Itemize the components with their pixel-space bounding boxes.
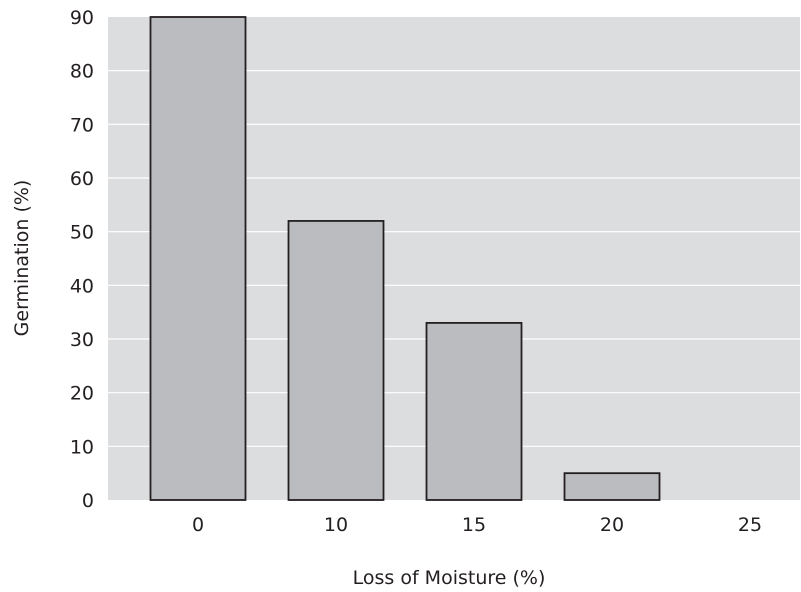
x-tick-label-10: 10	[324, 514, 348, 536]
y-tick-label-60: 60	[70, 168, 94, 190]
y-tick-label-0: 0	[82, 490, 94, 512]
bars	[149, 16, 661, 501]
x-axis-title: Loss of Moisture (%)	[353, 567, 546, 588]
y-axis-ticks: 0 10 20 30 40 50 60 70 80 90	[70, 7, 94, 512]
y-tick-label-30: 30	[70, 329, 94, 351]
y-tick-label-40: 40	[70, 275, 94, 297]
y-tick-label-20: 20	[70, 383, 94, 405]
bar-10	[287, 220, 385, 501]
x-tick-label-25: 25	[738, 514, 762, 536]
bar-0	[149, 16, 247, 501]
x-tick-label-20: 20	[600, 514, 624, 536]
x-tick-label-0: 0	[192, 514, 204, 536]
x-tick-label-15: 15	[462, 514, 486, 536]
y-axis-title: Germination (%)	[11, 180, 33, 337]
x-axis-ticks: 0 10 15 20 25	[192, 514, 762, 536]
bar-15	[425, 321, 523, 501]
bar-20	[563, 472, 661, 501]
y-tick-label-70: 70	[70, 114, 94, 136]
y-tick-label-90: 90	[70, 7, 94, 29]
y-tick-label-10: 10	[70, 436, 94, 458]
y-tick-label-50: 50	[70, 222, 94, 244]
y-tick-label-80: 80	[70, 61, 94, 83]
